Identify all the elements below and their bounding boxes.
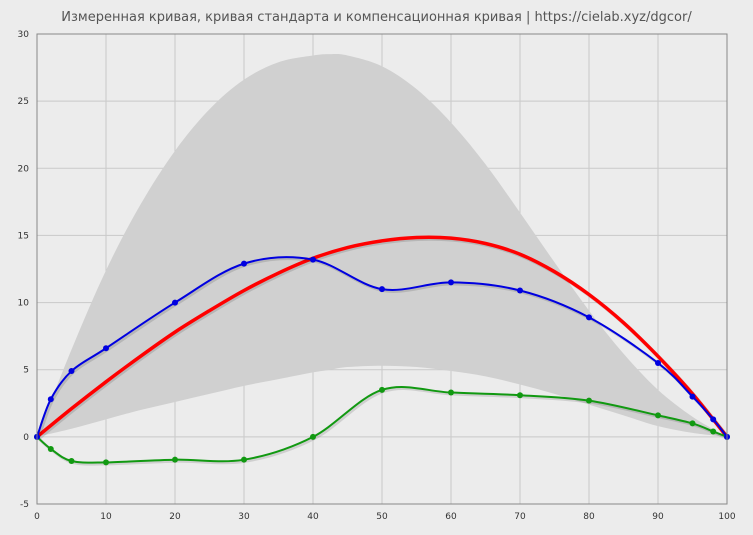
- compensation-point[interactable]: [655, 412, 661, 419]
- compensation-point[interactable]: [689, 420, 696, 427]
- measured-point[interactable]: [172, 299, 178, 306]
- y-tick-label: 15: [18, 231, 29, 241]
- standard-series: [35, 235, 731, 440]
- x-tick-label: 10: [100, 512, 112, 522]
- tolerance-band-area: [37, 54, 727, 437]
- y-tick-label: 20: [18, 164, 30, 174]
- standard-line: [35, 235, 729, 439]
- compensation-point[interactable]: [379, 386, 385, 393]
- x-tick-label: 60: [445, 512, 457, 522]
- compensation-series: [34, 386, 730, 466]
- measured-series: [34, 256, 730, 440]
- y-tick-label: 0: [23, 433, 29, 443]
- compensation-point[interactable]: [47, 445, 54, 452]
- series-group: [34, 235, 731, 466]
- x-tick-label: 80: [583, 512, 595, 522]
- axes: 0 10 20 30 40 50 60 70 80 90 100 -5 0 5 10 15 20 25 30: [18, 30, 736, 522]
- measured-point[interactable]: [655, 360, 661, 366]
- x-tick-label: 90: [652, 512, 664, 522]
- measured-point[interactable]: [448, 279, 454, 286]
- y-tick-label: 10: [18, 299, 30, 309]
- x-tick-label: 100: [718, 512, 735, 522]
- measured-point[interactable]: [689, 393, 696, 400]
- y-tick-label: 30: [18, 30, 30, 40]
- compensation-point[interactable]: [241, 456, 247, 463]
- compensation-point[interactable]: [172, 456, 178, 463]
- measured-point[interactable]: [517, 287, 523, 294]
- chart-title: Измеренная кривая, кривая стандарта и ко…: [61, 10, 692, 25]
- x-tick-label: 50: [376, 512, 388, 522]
- x-tick-label: 40: [307, 512, 319, 522]
- compensation-point[interactable]: [586, 397, 592, 404]
- measured-point[interactable]: [47, 396, 54, 403]
- compensation-point[interactable]: [103, 459, 109, 466]
- y-tick-label: 25: [18, 97, 29, 107]
- x-tick-label: 0: [34, 512, 40, 522]
- compensation-point[interactable]: [448, 389, 454, 396]
- x-tick-label: 30: [238, 512, 250, 522]
- compensation-point[interactable]: [310, 433, 316, 440]
- measured-point[interactable]: [241, 260, 247, 267]
- tolerance-band: [37, 54, 727, 437]
- measured-point[interactable]: [379, 286, 385, 293]
- plot-frame: [36, 33, 728, 505]
- measured-point[interactable]: [310, 256, 316, 263]
- measured-point[interactable]: [586, 314, 592, 321]
- y-tick-label: -5: [20, 500, 29, 510]
- compensation-point[interactable]: [68, 458, 75, 465]
- x-tick-label: 70: [514, 512, 526, 522]
- measured-point[interactable]: [710, 416, 717, 423]
- compensation-point[interactable]: [517, 392, 523, 399]
- measured-point[interactable]: [68, 368, 75, 375]
- compensation-point[interactable]: [710, 428, 717, 435]
- measured-point[interactable]: [103, 345, 109, 352]
- y-tick-label: 5: [23, 366, 29, 376]
- x-tick-label: 20: [169, 512, 181, 522]
